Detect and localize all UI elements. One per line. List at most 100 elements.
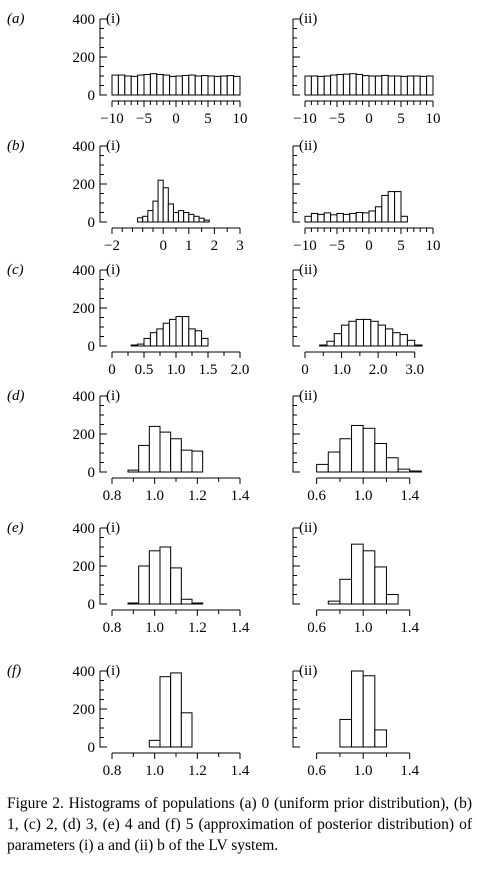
histogram-bar — [336, 73, 344, 96]
y-tick-label: 0 — [88, 597, 96, 613]
row-label: (d) — [7, 388, 25, 404]
histogram-bar — [377, 324, 386, 347]
panel-label: (ii) — [299, 138, 317, 154]
row-label: (b) — [7, 138, 25, 154]
histogram-bar — [142, 215, 149, 223]
histogram-bar — [384, 328, 394, 347]
x-tick-label: 1.2 — [188, 620, 207, 636]
panel-label: (i) — [106, 11, 120, 27]
histogram-bar — [233, 75, 241, 96]
x-tick-label: −5 — [329, 111, 345, 127]
histogram-bar — [156, 328, 164, 347]
histogram-bar — [138, 444, 150, 473]
row-label: (f) — [7, 663, 21, 679]
histogram-bar — [319, 344, 328, 347]
histogram-bar — [156, 73, 164, 96]
histogram-bar — [159, 431, 172, 473]
histogram-bar — [127, 469, 140, 473]
x-tick-label: 5 — [204, 111, 212, 127]
histogram-bar — [323, 212, 332, 223]
histogram-bar — [188, 213, 195, 223]
x-tick-label: 1 — [185, 238, 193, 254]
x-tick-label: 1.4 — [231, 763, 250, 779]
histogram-bar — [137, 74, 145, 96]
x-tick-label: 1.0 — [145, 763, 164, 779]
histogram-bar — [188, 328, 196, 347]
x-tick-label: 5 — [397, 238, 405, 254]
x-tick-label: 0.6 — [307, 763, 326, 779]
histogram-panel: −10 −5 0 5 10 (ii) — [292, 138, 441, 254]
histogram-bar — [374, 443, 387, 473]
histogram-panel: 0.6 1.0 1.4 (ii) — [292, 388, 422, 504]
x-tick-label: 0.8 — [103, 488, 122, 504]
row-label: (a) — [7, 11, 25, 27]
panel-label: (ii) — [299, 11, 317, 27]
histogram-bar — [351, 543, 364, 605]
y-tick-label: 0 — [88, 740, 96, 756]
histogram-bar — [381, 194, 389, 223]
histogram-bar — [323, 75, 332, 96]
histogram-bar — [213, 75, 222, 96]
x-tick-label: 1.0 — [167, 362, 186, 378]
row-label: (c) — [7, 262, 24, 278]
histogram-panel: 0 200 400 −10 −5 0 5 10 (i) (a) — [7, 11, 248, 127]
histogram-bar — [191, 450, 204, 473]
x-tick-label: 1.0 — [354, 763, 373, 779]
histogram-bar — [130, 344, 139, 347]
histogram-bar — [339, 578, 353, 605]
x-tick-label: −5 — [136, 111, 152, 127]
x-tick-label: 10 — [426, 111, 441, 127]
histogram-bar — [180, 712, 193, 748]
histogram-bar — [194, 330, 203, 347]
y-tick-label: 200 — [73, 177, 96, 193]
histogram-bar — [159, 676, 172, 748]
x-tick-label: 2.0 — [231, 362, 250, 378]
histogram-bar — [152, 200, 159, 223]
histogram-bar — [193, 215, 200, 223]
histogram-bar — [111, 74, 119, 96]
histogram-bar — [167, 203, 174, 223]
histogram-bar — [370, 320, 379, 347]
y-tick-label: 0 — [88, 215, 96, 231]
x-tick-label: 1.4 — [400, 488, 419, 504]
histogram-panel: 0.6 1.0 1.4 (ii) — [292, 520, 420, 636]
histogram-bar — [194, 75, 203, 96]
histogram-bar — [172, 212, 180, 223]
panel-label: (ii) — [299, 262, 317, 278]
histogram-bar — [392, 332, 401, 347]
histogram-bar — [409, 470, 422, 473]
figure-caption: Figure 2. Histograms of populations (a) … — [7, 795, 472, 854]
histogram-bar — [175, 75, 183, 96]
x-tick-label: 0.8 — [103, 763, 122, 779]
x-tick-label: 1.5 — [199, 362, 218, 378]
histogram-bar — [148, 739, 161, 748]
histogram-panel: 0 200 400 −2 0 1 2 3 (i) (b) — [7, 138, 244, 254]
histogram-bar — [138, 565, 150, 605]
panel-label: (i) — [106, 138, 120, 154]
histogram-bar — [148, 425, 161, 473]
x-tick-label: 1.4 — [231, 488, 250, 504]
histogram-bar — [326, 340, 335, 347]
y-tick-label: 0 — [88, 88, 96, 104]
x-tick-label: 0.5 — [135, 362, 154, 378]
histogram-bar — [148, 550, 161, 605]
x-tick-label: 1.0 — [354, 488, 373, 504]
histogram-bar — [117, 74, 126, 96]
histogram-bar — [159, 546, 172, 605]
histogram-bar — [157, 179, 164, 223]
x-tick-label: 1.0 — [145, 488, 164, 504]
histogram-bar — [180, 598, 193, 605]
x-tick-label: 1.0 — [332, 362, 351, 378]
histogram-bar — [341, 324, 350, 347]
histogram-bar — [162, 74, 171, 96]
x-tick-label: −10 — [293, 111, 316, 127]
y-tick-label: 400 — [73, 263, 96, 279]
histogram-bar — [181, 316, 190, 347]
x-tick-label: 3 — [236, 238, 244, 254]
histogram-bar — [316, 463, 329, 473]
x-tick-label: 0.6 — [307, 488, 326, 504]
histogram-bar — [147, 210, 154, 223]
histogram-bar — [170, 438, 182, 473]
histogram-bar — [381, 74, 389, 96]
x-tick-label: 0.6 — [307, 620, 326, 636]
